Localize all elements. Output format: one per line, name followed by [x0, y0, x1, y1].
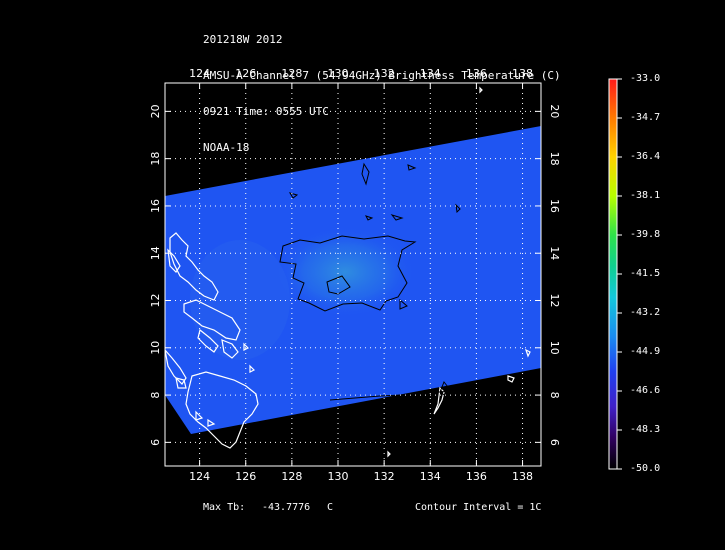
- lon-label-top: 132: [374, 67, 395, 80]
- map-area: [165, 86, 541, 458]
- contour-inner: [326, 275, 351, 295]
- lon-label-bottom: 134: [420, 470, 441, 483]
- time-line: 0921 Time: 0555 UTC: [203, 105, 329, 118]
- lon-label-top: 128: [281, 67, 302, 80]
- lat-label-right: 16: [548, 199, 561, 213]
- colorbar-label: -33.0: [630, 73, 661, 84]
- colorbar-label: -36.4: [630, 151, 661, 162]
- lat-label-left: 6: [149, 439, 162, 446]
- lon-label-bottom: 126: [235, 470, 256, 483]
- product-line: AMSU-A Channel 7 (54.94GHz) Brightness T…: [203, 69, 561, 82]
- lon-label-top: 124: [189, 67, 210, 80]
- lat-label-left: 14: [149, 246, 162, 260]
- visayas-coast: [183, 299, 241, 341]
- lon-label-bottom: 130: [328, 470, 349, 483]
- lon-label-bottom: 132: [374, 470, 395, 483]
- lat-label-right: 10: [548, 341, 561, 355]
- colorbar-label: -34.7: [630, 112, 661, 123]
- lon-label-bottom: 128: [281, 470, 302, 483]
- lon-label-top: 130: [328, 67, 349, 80]
- lat-label-right: 20: [548, 104, 561, 118]
- luzon-coast: [169, 232, 219, 301]
- lat-label-right: 6: [548, 439, 561, 446]
- lat-label-left: 8: [149, 392, 162, 399]
- lon-label-bottom: 124: [189, 470, 210, 483]
- lat-label-left: 10: [149, 341, 162, 355]
- colorbar-label: -41.5: [630, 268, 661, 279]
- lat-label-right: 14: [548, 246, 561, 260]
- colorbar-label: -44.9: [630, 346, 661, 357]
- lat-label-right: 8: [548, 392, 561, 399]
- colorbar-ticks: [617, 78, 622, 470]
- max-tb-unit: C: [327, 502, 334, 513]
- lat-label-left: 16: [149, 199, 162, 213]
- lon-label-top: 126: [235, 67, 256, 80]
- lat-label-left: 12: [149, 294, 162, 308]
- temperature-contours: [279, 162, 461, 312]
- colorbar-label: -46.6: [630, 385, 661, 396]
- colorbar-label: -38.1: [630, 190, 661, 201]
- storm-id-line: 201218W 2012: [203, 33, 283, 46]
- axis-ticks: 1241241261261281281301301321321341341361…: [149, 67, 561, 483]
- lat-label-right: 12: [548, 294, 561, 308]
- lat-label-left: 18: [149, 152, 162, 166]
- warm-core-region: [275, 227, 415, 317]
- max-tb-label: Max Tb:: [203, 502, 246, 513]
- mindanao-coast: [185, 371, 259, 449]
- map-frame: [164, 82, 542, 467]
- lat-label-left: 20: [149, 104, 162, 118]
- image-header: 201218W 2012 AMSU-A Channel 7 (54.94GHz)…: [203, 10, 561, 166]
- lon-label-bottom: 138: [512, 470, 533, 483]
- lon-label-top: 138: [512, 67, 533, 80]
- colorbar-label: -50.0: [630, 463, 661, 474]
- lon-label-top: 136: [466, 67, 487, 80]
- colorbar: [608, 78, 618, 470]
- contour-interval: Contour Interval = 1C: [415, 502, 542, 513]
- max-tb-value: -43.7776: [262, 502, 311, 513]
- lon-label-top: 134: [420, 67, 441, 80]
- satellite-line: NOAA-18: [203, 141, 250, 154]
- contour-outer: [279, 235, 417, 312]
- colorbar-label: -48.3: [630, 424, 661, 435]
- colorbar-label: -43.2: [630, 307, 661, 318]
- colorbar-label: -39.8: [630, 229, 661, 240]
- lat-label-right: 18: [548, 152, 561, 166]
- lon-label-bottom: 136: [466, 470, 487, 483]
